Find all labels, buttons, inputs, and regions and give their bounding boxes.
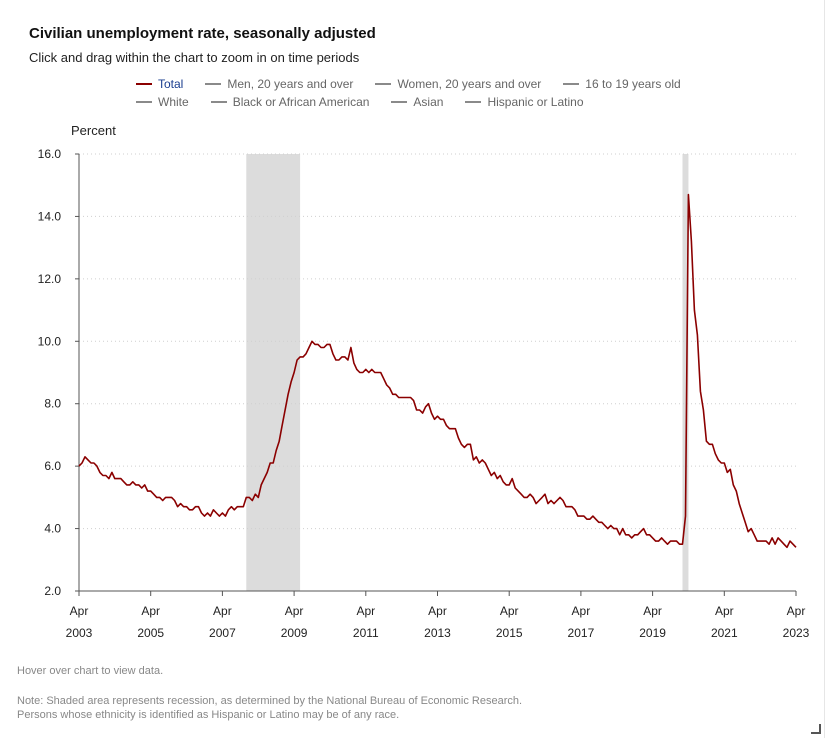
chart-subtitle: Click and drag within the chart to zoom … (29, 50, 360, 65)
x-tick-label-year: 2019 (639, 626, 666, 640)
legend-swatch-icon (375, 83, 392, 85)
chart-title: Civilian unemployment rate, seasonally a… (29, 25, 376, 42)
legend-label: Total (158, 77, 184, 91)
hover-note: Hover over chart to view data. (17, 665, 164, 677)
series-line-total[interactable] (78, 193, 797, 549)
x-tick-label-month: Apr (285, 604, 304, 618)
x-tick-label-month: Apr (70, 604, 89, 618)
tick-label-layer: 2.0 4.0 6.0 8.0 10.0 12.0 14.0 16.0 Apr 2003 Apr 20… (38, 147, 810, 640)
legend-item-black[interactable]: Black or African American (210, 95, 370, 109)
legend-item-asian[interactable]: Asian (391, 95, 443, 109)
y-tick-label: 10.0 (38, 334, 62, 348)
legend-swatch-icon (136, 83, 152, 85)
x-tick-label-month: Apr (715, 604, 734, 618)
axis-layer (78, 154, 797, 596)
legend-label: White (158, 95, 189, 109)
line-chart[interactable]: 2.0 4.0 6.0 8.0 10.0 12.0 14.0 16.0 Apr 2003 Apr 20… (0, 140, 825, 650)
legend-item-total[interactable]: Total (136, 77, 183, 91)
y-tick-label: 6.0 (44, 459, 61, 473)
y-tick-label: 14.0 (38, 209, 62, 223)
legend-item-women[interactable]: Women, 20 years and over (375, 77, 541, 91)
x-tick-label-year: 2009 (281, 626, 308, 640)
legend-label: Hispanic or Latino (487, 95, 584, 109)
x-tick-label-month: Apr (213, 604, 232, 618)
x-tick-label-month: Apr (141, 604, 160, 618)
recession-band (246, 154, 301, 591)
legend-row-1: Total Men, 20 years and over Women, 20 y… (136, 77, 681, 91)
x-tick-label-month: Apr (787, 604, 806, 618)
series-layer (78, 193, 797, 549)
legend-label: Black or African American (232, 95, 370, 109)
x-tick-label-year: 2021 (711, 626, 738, 640)
legend-label: Asian (413, 95, 444, 109)
x-tick-label-year: 2011 (353, 626, 379, 640)
legend-item-white[interactable]: White (136, 95, 189, 109)
x-tick-label-year: 2003 (66, 626, 93, 640)
footnote-line: Persons whose ethnicity is identified as… (17, 709, 400, 721)
y-tick-label: 4.0 (44, 522, 61, 536)
legend-swatch-icon (205, 83, 222, 85)
legend-label: Men, 20 years and over (227, 77, 354, 91)
legend-swatch-icon (563, 83, 580, 85)
x-tick-label-month: Apr (356, 604, 375, 618)
legend-item-teens[interactable]: 16 to 19 years old (563, 77, 681, 91)
legend-label: Women, 20 years and over (397, 77, 542, 91)
legend-swatch-icon (465, 101, 482, 103)
legend-swatch-icon (136, 101, 152, 103)
x-tick-label-year: 2013 (424, 626, 451, 640)
recession-band (682, 154, 689, 591)
x-tick-label-month: Apr (500, 604, 519, 618)
recession-layer (246, 154, 689, 591)
resize-handle-icon[interactable] (811, 724, 821, 734)
legend-row-2: White Black or African American Asian Hi… (136, 95, 584, 109)
y-tick-label: 16.0 (38, 147, 62, 161)
x-tick-label-year: 2015 (496, 626, 523, 640)
footnote-line: Note: Shaded area represents recession, … (17, 695, 523, 707)
legend-item-hispanic[interactable]: Hispanic or Latino (465, 95, 584, 109)
x-tick-label-year: 2005 (137, 626, 164, 640)
y-tick-label: 8.0 (44, 397, 61, 411)
x-tick-label-month: Apr (643, 604, 662, 618)
y-tick-label: 12.0 (38, 272, 62, 286)
x-tick-label-year: 2023 (783, 626, 810, 640)
gridline-layer (75, 153, 796, 592)
x-tick-label-month: Apr (428, 604, 447, 618)
x-tick-label-year: 2007 (209, 626, 236, 640)
legend-swatch-icon (391, 101, 408, 103)
y-tick-label: 2.0 (44, 584, 61, 598)
x-tick-label-month: Apr (572, 604, 591, 618)
legend-label: 16 to 19 years old (585, 77, 681, 91)
legend-swatch-icon (210, 101, 227, 103)
x-tick-label-year: 2017 (568, 626, 595, 640)
y-axis-label: Percent (71, 123, 116, 138)
legend-item-men[interactable]: Men, 20 years and over (205, 77, 353, 91)
footnote: Note: Shaded area represents recession, … (17, 694, 522, 722)
